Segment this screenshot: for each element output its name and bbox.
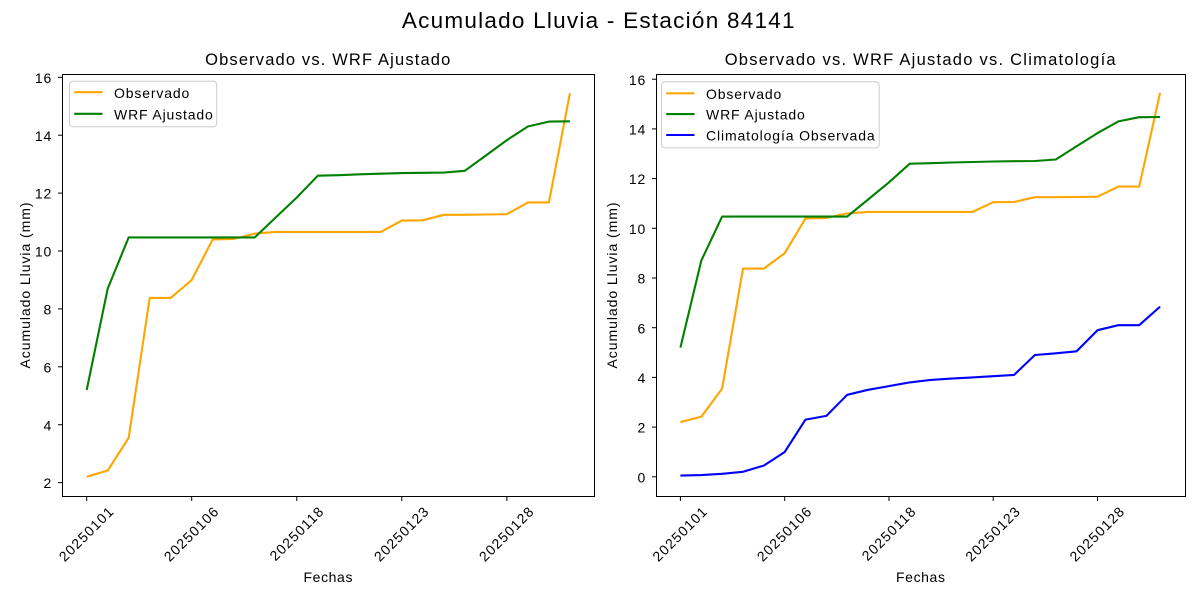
svg-text:Observado: Observado [114,85,190,101]
svg-text:Climatología Observada: Climatología Observada [706,128,876,144]
svg-text:Fechas: Fechas [896,569,946,585]
svg-text:10: 10 [629,221,646,237]
svg-text:WRF Ajustado: WRF Ajustado [114,106,214,122]
svg-text:14: 14 [629,122,646,138]
svg-text:Acumulado Lluvia (mm): Acumulado Lluvia (mm) [604,202,620,369]
svg-text:0: 0 [638,469,647,485]
svg-text:Fechas: Fechas [304,569,354,585]
svg-text:4: 4 [638,370,647,386]
svg-text:6: 6 [638,320,647,336]
svg-text:Acumulado Lluvia - Estación 84: Acumulado Lluvia - Estación 84141 [402,8,796,33]
svg-text:16: 16 [35,70,52,86]
svg-text:Observado: Observado [706,86,782,102]
svg-text:16: 16 [629,72,646,88]
svg-text:WRF Ajustado: WRF Ajustado [706,107,806,123]
svg-text:12: 12 [35,186,52,202]
svg-text:6: 6 [44,359,53,375]
svg-text:Observado vs. WRF Ajustado: Observado vs. WRF Ajustado [205,51,451,69]
svg-text:2: 2 [44,475,53,491]
svg-text:4: 4 [44,417,53,433]
svg-text:14: 14 [35,128,52,144]
svg-text:2: 2 [638,420,647,436]
svg-text:Observado vs. WRF Ajustado vs.: Observado vs. WRF Ajustado vs. Climatolo… [725,51,1117,69]
svg-text:10: 10 [35,244,52,260]
svg-text:12: 12 [629,171,646,187]
svg-text:8: 8 [638,271,647,287]
svg-text:8: 8 [44,302,53,318]
svg-text:Acumulado Lluvia (mm): Acumulado Lluvia (mm) [17,202,33,369]
